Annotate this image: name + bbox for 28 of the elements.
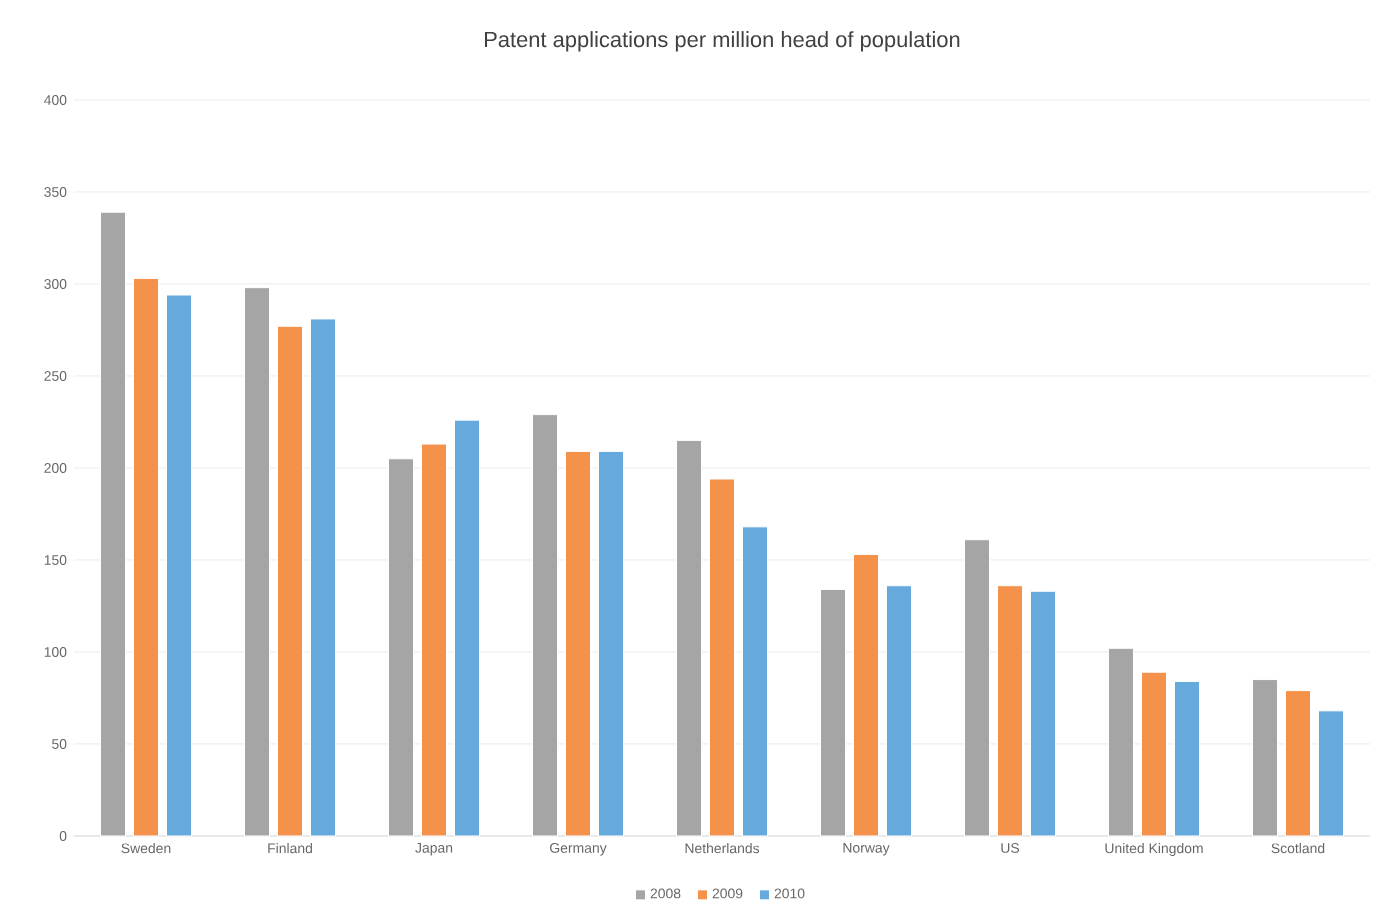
bar [1030,590,1056,837]
bar [676,439,703,837]
bar [1108,647,1134,837]
bar [100,211,127,837]
bar [1174,680,1200,837]
bar [310,318,337,837]
bar [565,450,592,837]
bar [133,277,160,837]
bar [820,588,846,837]
bar [964,539,990,837]
bar [244,287,271,837]
bar [277,325,304,837]
bar [454,419,481,837]
bar [1252,679,1278,837]
bar [997,585,1023,837]
bar [709,478,736,837]
bar [742,526,769,837]
bar [166,294,193,837]
chart-title: Patent applications per million head of population [485,31,960,52]
bar [388,458,415,837]
bar [532,414,559,837]
bar [1317,710,1344,837]
bar [1141,671,1167,837]
bar [598,450,625,837]
bar [886,585,913,837]
bar [1284,690,1311,837]
bar [853,553,879,837]
bar [421,443,448,837]
